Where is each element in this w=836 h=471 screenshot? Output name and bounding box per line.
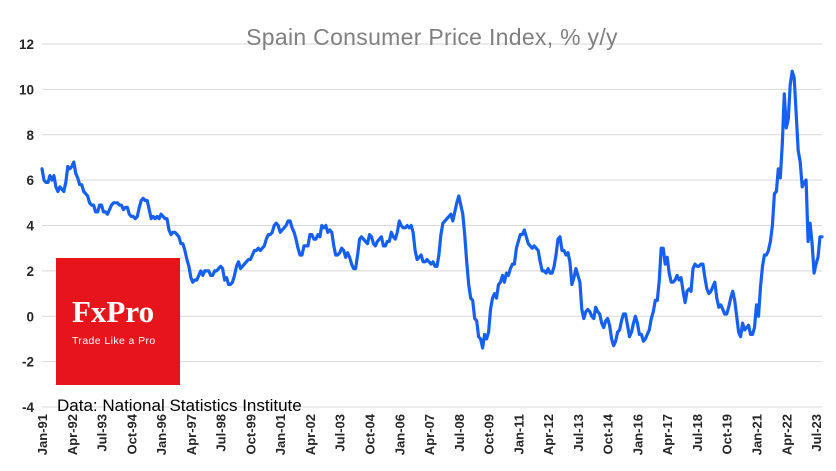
y-tick-label: -2: [22, 355, 34, 370]
x-tick-label: Apr-17: [660, 414, 675, 455]
x-tick-label: Jan-11: [511, 414, 526, 454]
x-tick-label: Jul-98: [214, 414, 229, 452]
x-tick-label: Oct-19: [720, 414, 735, 454]
fxpro-logo-tagline: Trade Like a Pro: [72, 334, 156, 347]
x-tick-label: Apr-02: [303, 414, 318, 455]
x-tick-label: Jul-13: [571, 414, 586, 452]
x-tick-label: Jan-06: [392, 414, 407, 455]
x-tick-label: Jan-96: [154, 414, 169, 455]
chart-title: Spain Consumer Price Index, % y/y: [246, 24, 618, 50]
y-tick-label: 2: [26, 264, 34, 279]
x-tick-label: Apr-97: [184, 414, 199, 455]
x-tick-label: Apr-07: [422, 414, 437, 455]
x-tick-label: Oct-14: [601, 413, 616, 454]
y-tick-label: 12: [19, 37, 34, 52]
x-tick-label: Apr-22: [779, 414, 794, 455]
y-tick-label: 6: [26, 173, 34, 188]
x-tick-label: Jan-21: [750, 414, 765, 455]
y-tick-label: 10: [19, 82, 34, 97]
x-tick-label: Jul-23: [809, 414, 824, 452]
y-tick-label: 8: [26, 128, 34, 143]
cpi-line: [40, 69, 824, 350]
y-tick-label: 4: [26, 219, 34, 234]
x-tick-label: Oct-94: [124, 413, 139, 454]
data-source-note: Data: National Statistics Institute: [57, 396, 302, 415]
fxpro-logo-text: FxPro: [72, 294, 155, 330]
x-tick-label: Jan-91: [35, 414, 50, 455]
x-tick-label: Jul-08: [452, 414, 467, 452]
x-tick-label: Oct-99: [243, 414, 258, 454]
y-tick-label: -4: [22, 400, 34, 415]
x-tick-label: Apr-92: [65, 414, 80, 455]
x-tick-label: Jul-03: [333, 414, 348, 452]
x-tick-label: Oct-09: [482, 414, 497, 454]
x-tick-label: Jul-93: [95, 414, 110, 452]
fxpro-logo: FxPro Trade Like a Pro: [56, 258, 180, 385]
x-tick-label: Jan-16: [630, 414, 645, 455]
x-tick-label: Apr-12: [541, 414, 556, 455]
x-tick-label: Jul-18: [690, 414, 705, 452]
y-tick-label: 0: [26, 309, 34, 324]
x-tick-label: Jan-01: [273, 414, 288, 455]
x-tick-label: Oct-04: [362, 413, 377, 454]
